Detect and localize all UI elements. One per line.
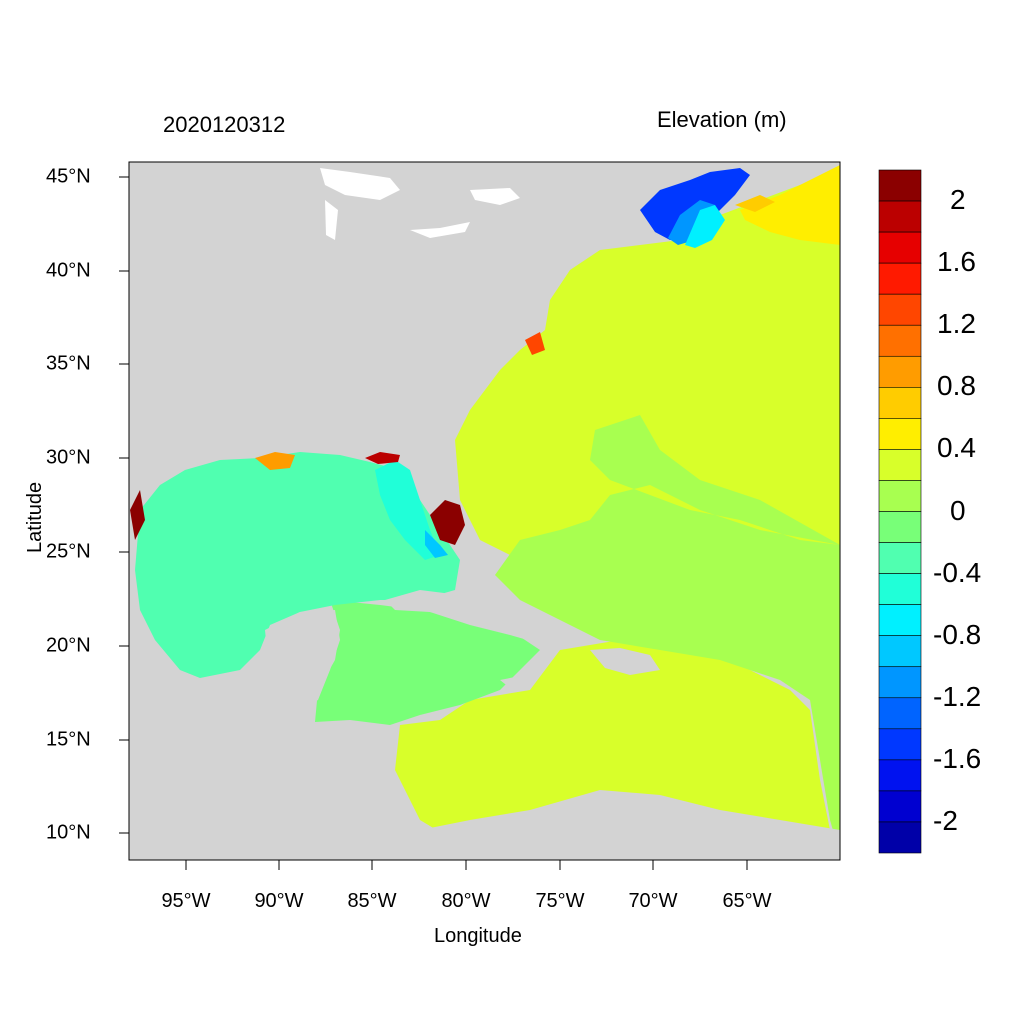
x-axis-label: Longitude (434, 925, 522, 947)
colorbar-label: 0 (950, 494, 966, 526)
colorbar-label: 1.2 (937, 308, 976, 340)
colorbar-swatch (878, 604, 922, 636)
colorbar-label: 0.8 (937, 370, 976, 402)
scotian-orange (735, 195, 775, 212)
colorbar-swatch (878, 262, 922, 295)
colorbar-swatch (878, 542, 922, 574)
colorbar-label: -2 (933, 804, 958, 836)
florida-surge (430, 500, 465, 545)
colorbar-swatch (878, 480, 922, 512)
colorbar-swatch (878, 573, 922, 605)
colorbar-swatch (878, 697, 922, 730)
colorbar-swatch (878, 666, 922, 699)
jamaica (500, 676, 530, 688)
yucatan (265, 610, 340, 710)
variable-title: Elevation (m) (657, 107, 787, 132)
colorbar-label: 2 (950, 184, 966, 216)
colorbar-swatch (878, 449, 922, 481)
map-frame (128, 161, 841, 861)
colorbar-swatch (878, 418, 922, 450)
y-axis-label: Latitude (24, 481, 46, 553)
colorbar-label: -0.8 (933, 618, 982, 650)
y-axis-ticks (119, 176, 129, 834)
x-tick-label: 65°W (722, 890, 772, 912)
y-tick-label: 40°N (46, 259, 91, 282)
colorbar-swatch (878, 387, 922, 419)
colorbar-swatch (878, 759, 922, 792)
colorbar-swatch (878, 169, 922, 202)
texas-coast-surge (130, 490, 145, 540)
colorbar-label: -1.2 (933, 680, 982, 712)
scotian-shelf-high (740, 165, 840, 245)
caribbean-sea (315, 600, 540, 725)
florida-bay-low (425, 530, 448, 558)
x-tick-label: 80°W (441, 890, 491, 912)
colorbar-swatch (878, 200, 922, 233)
colorbar-label: -1.6 (933, 742, 982, 774)
x-tick-label: 95°W (161, 890, 211, 912)
florida-shelf-low (375, 460, 440, 560)
colorbar-swatch (878, 790, 922, 823)
colorbar-swatch (878, 728, 922, 761)
x-tick-label: 75°W (535, 890, 585, 912)
colorbar-label: 1.6 (937, 246, 976, 278)
x-axis-ticks (185, 860, 748, 870)
colorbar-label: -0.4 (933, 556, 982, 588)
y-tick-label: 20°N (46, 634, 91, 657)
colorbar-swatch (878, 324, 922, 357)
cuba (385, 590, 560, 645)
y-tick-label: 10°N (46, 821, 91, 844)
x-tick-label: 90°W (254, 890, 304, 912)
y-tick-label: 35°N (46, 352, 91, 375)
hispaniola (590, 648, 660, 675)
gulf-of-mexico (135, 452, 460, 678)
sargasso-region (495, 415, 840, 855)
colorbar-swatch (878, 511, 922, 543)
y-tick-label: 25°N (46, 540, 91, 563)
colorbar (878, 169, 922, 854)
great-lakes (320, 168, 520, 240)
gulf-of-maine-edge (685, 205, 725, 248)
x-tick-label: 85°W (347, 890, 397, 912)
colorbar-swatch (878, 821, 922, 854)
louisiana-surge (255, 452, 295, 470)
florida-north-surge (365, 452, 400, 464)
colorbar-swatch (878, 635, 922, 668)
colorbar-label: 0.4 (937, 432, 976, 464)
carolina-surge (525, 332, 545, 355)
y-tick-label: 45°N (46, 165, 91, 188)
y-tick-label: 15°N (46, 728, 91, 751)
colorbar-swatch (878, 231, 922, 264)
x-tick-label: 70°W (628, 890, 678, 912)
colorbar-swatch (878, 293, 922, 326)
date-label: 2020120312 (163, 112, 286, 137)
colorbar-swatch (878, 355, 922, 388)
y-tick-label: 30°N (46, 446, 91, 469)
south-america (420, 790, 840, 860)
